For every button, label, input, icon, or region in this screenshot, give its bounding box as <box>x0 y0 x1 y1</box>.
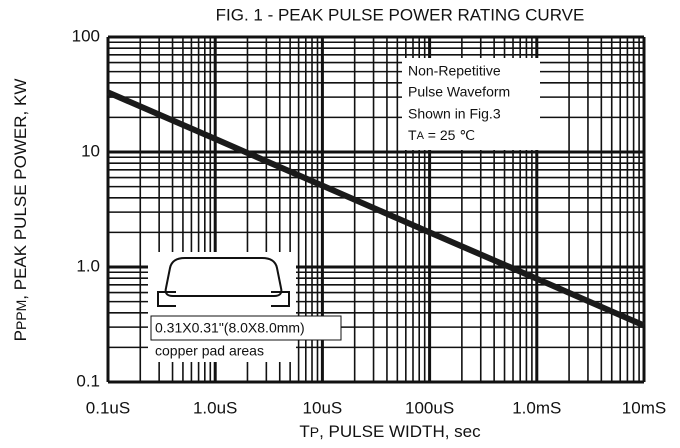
x-tick-label: 0.1uS <box>86 398 130 417</box>
annotation-bg <box>402 58 540 150</box>
x-axis-label: TP, PULSE WIDTH, sec <box>299 422 481 441</box>
y-tick-label: 100 <box>72 26 100 45</box>
y-label-part: , PEAK PULSE POWER, KW <box>11 79 30 300</box>
annotation: Shown in Fig.3 <box>408 106 501 122</box>
y-tick-label: 10 <box>81 141 100 160</box>
y-tick-label: 1.0 <box>76 256 100 275</box>
x-label-part: , PULSE WIDTH, sec <box>319 422 481 441</box>
x-tick-label: 1.0mS <box>512 398 561 417</box>
annotation-part: = 25 ℃ <box>424 127 475 143</box>
x-tick-label: 10uS <box>303 398 343 417</box>
x-tick-label: 100uS <box>405 398 454 417</box>
annotation: Pulse Waveform <box>408 84 510 100</box>
plot <box>106 89 646 329</box>
annotation-sub: A <box>417 130 425 142</box>
y-axis-label: PPPM, PEAK PULSE POWER, KW <box>11 79 30 342</box>
y-label-sub: PPM <box>13 300 29 330</box>
x-label-sub: P <box>310 424 319 440</box>
inset-label-bg <box>150 315 342 341</box>
inset-label: 0.31X0.31"(8.0X8.0mm) <box>155 320 305 336</box>
inset: 0.31X0.31"(8.0X8.0mm) copper pad areas <box>148 252 342 362</box>
y-label-part: P <box>11 330 30 341</box>
x-tick-label: 1.0uS <box>193 398 237 417</box>
inset-label: copper pad areas <box>155 343 264 359</box>
data-line <box>106 89 646 329</box>
grid <box>106 35 646 384</box>
x-tick-label: 10mS <box>622 398 666 417</box>
annotation: TA = 25 ℃ <box>408 127 475 143</box>
x-label-part: T <box>299 422 309 441</box>
chip-outline <box>164 257 283 297</box>
chart-title: FIG. 1 - PEAK PULSE POWER RATING CURVE <box>216 5 585 24</box>
annotation: Non-Repetitive <box>408 63 501 79</box>
annotation-part: T <box>408 127 417 143</box>
annotation-box: Non-Repetitive Pulse Waveform Shown in F… <box>402 58 540 150</box>
y-tick-label: 0.1 <box>76 371 100 390</box>
pad-outline <box>157 291 290 307</box>
